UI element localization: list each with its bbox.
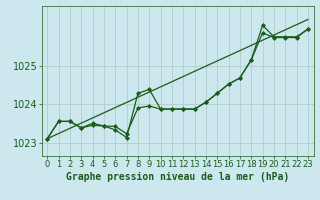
X-axis label: Graphe pression niveau de la mer (hPa): Graphe pression niveau de la mer (hPa) <box>66 172 289 182</box>
